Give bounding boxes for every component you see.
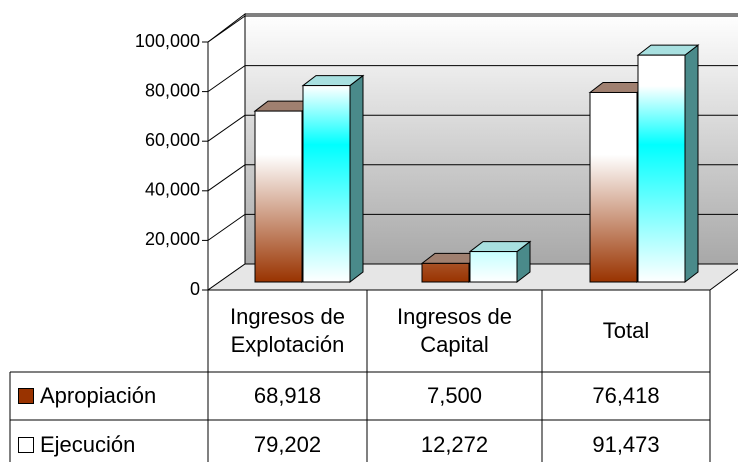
legend-label: Ejecución: [40, 432, 136, 457]
y-tick-label: 100,000: [135, 31, 200, 51]
category-label: Ingresos de Capital: [397, 304, 512, 357]
category-label: Total: [602, 318, 650, 343]
legend-entry: Apropiación: [10, 372, 208, 420]
value-label: 7,500: [426, 383, 483, 408]
y-tick-label: 20,000: [145, 229, 200, 249]
bar-side: [349, 74, 364, 284]
bar: [469, 251, 518, 283]
value-label: 68,918: [253, 383, 322, 408]
legend-key: [18, 437, 34, 453]
value-label: 76,418: [592, 383, 660, 408]
bar-side: [684, 44, 699, 284]
value-label: 91,473: [592, 432, 660, 457]
grid-line: [207, 164, 246, 192]
legend-key: [18, 388, 34, 404]
bar: [421, 262, 470, 283]
y-tick-label: 0: [190, 279, 200, 299]
value-label: 79,202: [253, 432, 322, 457]
legend-entry: Ejecución: [10, 420, 208, 462]
grid-line: [207, 114, 246, 142]
value-label: 12,272: [420, 432, 489, 457]
category-label: Ingresos de Explotación: [230, 304, 345, 357]
y-tick-label: 40,000: [145, 180, 200, 200]
bar: [254, 110, 303, 283]
grid-line: [207, 65, 246, 93]
bar: [589, 91, 638, 283]
legend-label: Apropiación: [40, 383, 157, 408]
grid-line: [207, 213, 246, 241]
y-tick-label: 60,000: [145, 130, 200, 150]
bar: [637, 54, 686, 283]
bar: [302, 85, 351, 283]
grid-line: [207, 15, 246, 43]
side-wall: [207, 12, 246, 291]
y-tick-label: 80,000: [145, 80, 200, 100]
